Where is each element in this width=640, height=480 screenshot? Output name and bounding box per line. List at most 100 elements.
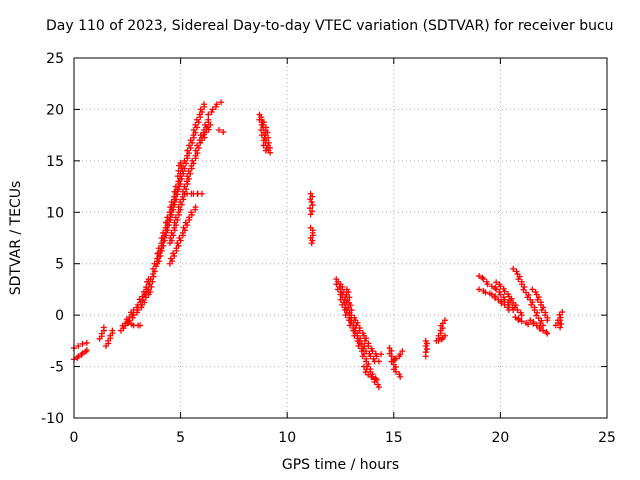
data-point [346,317,353,324]
data-point [515,276,522,283]
data-point [218,99,225,106]
data-point [373,353,380,360]
data-point [184,147,191,154]
y-tick-label: 0 [55,308,64,324]
data-point [497,283,504,290]
data-point [538,307,545,313]
x-axis-label: GPS time / hours [281,457,400,473]
data-point [177,173,184,180]
data-point [544,330,551,337]
data-point [497,291,504,298]
x-tick-label: 25 [598,430,616,446]
data-point [192,121,199,128]
data-point [363,366,370,373]
data-point [484,281,491,288]
data-point [137,322,144,329]
data-point [154,255,161,262]
data-point [179,163,186,169]
data-point [177,159,184,166]
data-point [160,235,167,241]
data-point [397,373,404,380]
data-point [158,240,165,247]
chart-title: Day 110 of 2023, Sidereal Day-to-day VTE… [46,18,614,34]
data-point [100,324,107,331]
data-point [482,289,489,296]
data-point [423,346,430,353]
data-point [176,235,183,241]
data-point [353,322,360,329]
data-point [162,224,169,231]
data-point [190,127,197,133]
data-point [533,322,540,329]
data-point [126,317,133,324]
data-point [540,322,547,329]
data-point [476,286,483,293]
data-point [139,296,146,303]
data-point [367,353,374,360]
tick-labels: 0 5 10 15 20 25 -10 -5 0 5 10 15 20 25 [41,51,616,446]
data-point [488,283,495,290]
data-point [422,353,429,360]
data-point [501,288,508,295]
data-point [441,332,448,339]
data-point [171,219,178,226]
data-point [337,286,344,293]
data-point [505,307,512,313]
data-point [534,309,541,316]
data-point [179,188,186,195]
data-point [205,116,212,123]
data-point [518,312,525,319]
data-point [527,317,534,324]
data-point [79,340,86,347]
data-point [181,183,188,190]
data-point [357,335,364,342]
data-point [185,168,192,175]
data-point [170,250,177,257]
data-point [399,348,406,355]
data-point [501,301,508,308]
data-point [75,353,82,360]
data-point [171,193,178,200]
data-point [512,314,519,321]
data-point [177,199,184,205]
data-point [205,111,212,118]
x-tick-label: 0 [70,430,79,446]
data-point [529,286,536,293]
data-point [308,199,315,205]
data-point [201,134,208,141]
data-point [150,265,157,272]
data-point [435,337,442,344]
data-point [189,157,196,164]
data-point [109,327,116,334]
data-point [375,384,382,391]
data-point [184,173,191,180]
data-point [559,309,566,316]
data-point [365,371,372,378]
data-point [365,343,372,349]
data-point [181,157,188,164]
data-point [194,142,201,149]
data-point [188,209,195,216]
data-point [359,353,366,360]
data-point [167,209,174,216]
data-point [534,296,541,303]
data-point [201,101,208,108]
grid-lines [74,58,607,418]
data-point [215,127,222,133]
data-point [220,129,227,136]
data-point [515,316,522,323]
data-point [83,339,90,346]
y-tick-label: -5 [50,360,64,376]
data-point [83,347,90,354]
data-point [441,317,448,324]
data-point [540,327,547,334]
data-point [378,351,385,358]
data-point [493,279,500,286]
data-point [259,121,266,128]
data-point [518,318,525,325]
data-point [307,211,314,218]
y-tick-label: 5 [55,257,64,273]
data-point [167,255,174,262]
data-point [514,307,521,313]
